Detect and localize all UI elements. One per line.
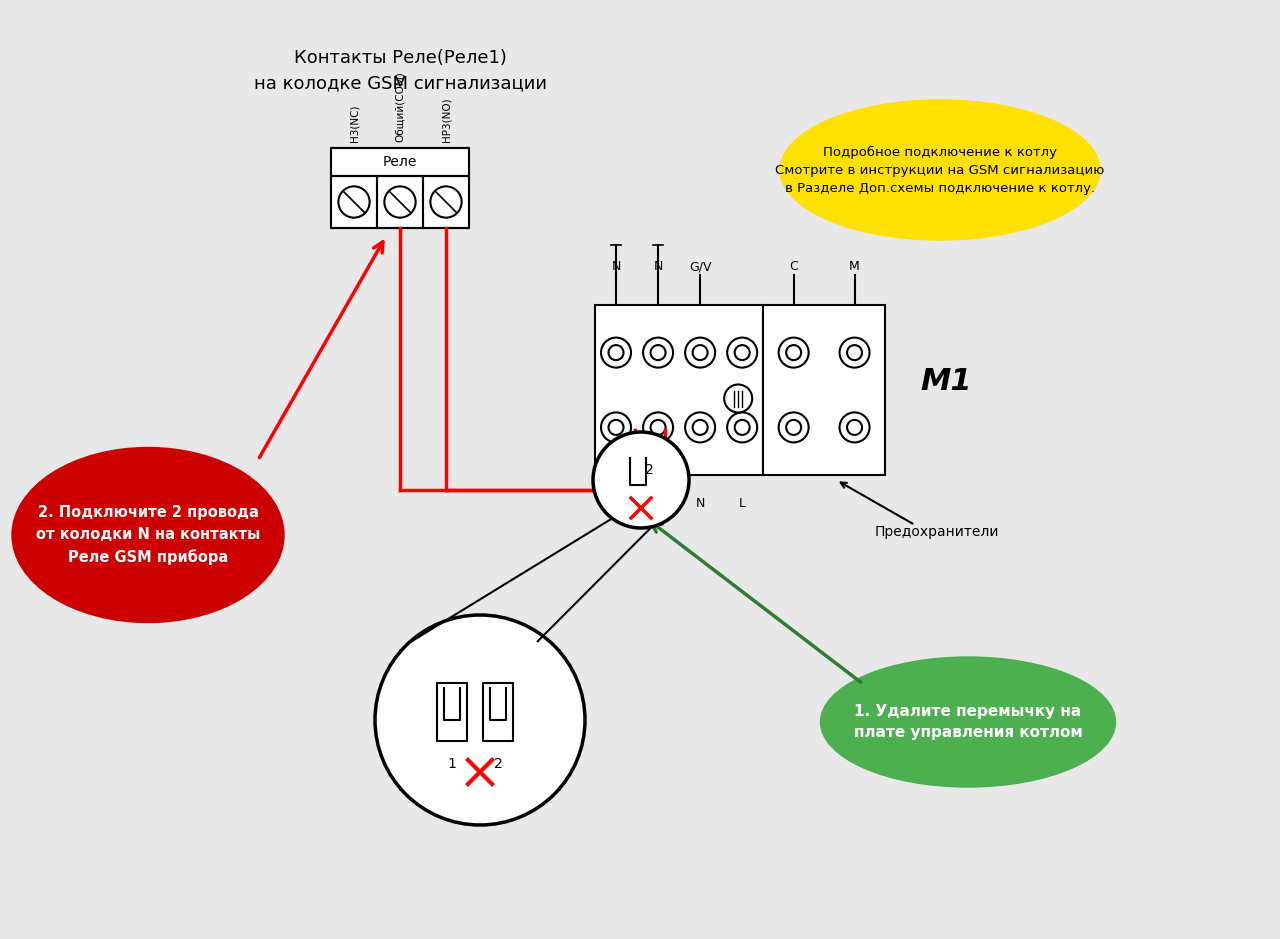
Circle shape [692, 420, 708, 435]
Text: N: N [653, 260, 663, 273]
Circle shape [778, 338, 809, 367]
Text: 2: 2 [494, 757, 502, 771]
Circle shape [840, 412, 869, 442]
Text: Подробное подключение к котлу
Смотрите в инструкции на GSM сигнализацию
в Раздел: Подробное подключение к котлу Смотрите в… [776, 146, 1105, 194]
Circle shape [608, 346, 623, 360]
Text: 2: 2 [645, 463, 653, 477]
Bar [483, 683, 513, 741]
Text: на колодке GSM сигнализации: на колодке GSM сигнализации [253, 74, 547, 92]
Text: N: N [695, 497, 705, 510]
Text: Реле: Реле [383, 155, 417, 169]
Bar [763, 305, 884, 475]
Circle shape [602, 338, 631, 367]
Bar [378, 176, 422, 228]
Circle shape [430, 186, 462, 218]
Circle shape [735, 346, 750, 360]
Text: Общий(COM): Общий(COM) [396, 71, 404, 142]
Text: L: L [739, 497, 746, 510]
Bar [332, 148, 468, 176]
Circle shape [786, 346, 801, 360]
Circle shape [384, 186, 416, 218]
Circle shape [685, 412, 716, 442]
Circle shape [650, 346, 666, 360]
Text: Н3(NC): Н3(NC) [349, 104, 358, 142]
Circle shape [727, 338, 758, 367]
Text: 1: 1 [448, 757, 457, 771]
Circle shape [735, 420, 750, 435]
Circle shape [602, 412, 631, 442]
Circle shape [608, 420, 623, 435]
Text: N: N [612, 260, 621, 273]
Circle shape [643, 412, 673, 442]
Text: Предохранители: Предохранители [876, 525, 1000, 539]
Text: НР3(NO): НР3(NO) [442, 98, 451, 142]
Circle shape [840, 338, 869, 367]
Text: Контакты Реле(Реле1): Контакты Реле(Реле1) [293, 49, 507, 67]
Circle shape [650, 420, 666, 435]
Circle shape [727, 412, 758, 442]
Circle shape [375, 615, 585, 825]
Ellipse shape [12, 448, 284, 623]
Text: G/V: G/V [689, 260, 712, 273]
Circle shape [786, 420, 801, 435]
Circle shape [847, 420, 861, 435]
Circle shape [692, 346, 708, 360]
Text: 1. Удалите перемычку на
плате управления котлом: 1. Удалите перемычку на плате управления… [854, 704, 1083, 740]
Circle shape [724, 384, 753, 412]
Text: M1: M1 [920, 367, 972, 396]
Circle shape [685, 338, 716, 367]
Text: 2. Подключите 2 провода
от колодки N на контакты
Реле GSM прибора: 2. Подключите 2 провода от колодки N на … [36, 505, 260, 565]
Bar [436, 683, 467, 741]
Bar [422, 176, 468, 228]
Ellipse shape [820, 657, 1115, 787]
Circle shape [338, 186, 370, 218]
Circle shape [847, 346, 861, 360]
Bar [332, 176, 378, 228]
Bar [332, 148, 468, 228]
Text: C: C [790, 260, 797, 273]
Circle shape [643, 338, 673, 367]
Text: M: M [849, 260, 860, 273]
Circle shape [593, 432, 689, 528]
Ellipse shape [780, 100, 1100, 240]
Bar [595, 305, 763, 475]
Circle shape [778, 412, 809, 442]
